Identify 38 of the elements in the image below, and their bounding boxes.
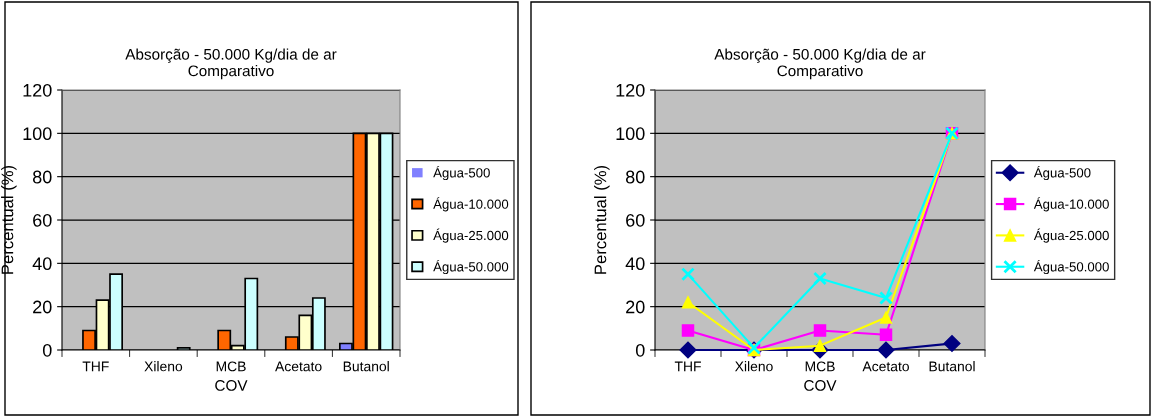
y-tick-label: 80 bbox=[625, 170, 645, 184]
x-tick-label: Xileno bbox=[735, 361, 773, 372]
legend-label: Água-50.000 bbox=[1033, 259, 1109, 275]
y-tick-label: 0 bbox=[42, 343, 52, 357]
x-tick-label: Butanol bbox=[343, 361, 389, 372]
y-tick-label: 60 bbox=[33, 213, 52, 227]
legend-label: Água-500 bbox=[1033, 165, 1091, 181]
legend-label: Água-25.000 bbox=[433, 228, 509, 243]
y-axis-title: Percentual (%) bbox=[1, 165, 17, 274]
y-tick-label: 60 bbox=[626, 213, 645, 227]
y-tick-label: 100 bbox=[616, 127, 645, 141]
chart-title: Absorção - 50.000 Kg/dia de ar Comparativo bbox=[714, 48, 926, 80]
legend-label: Água-10.000 bbox=[433, 197, 509, 212]
y-axis-title: Percentual (%) bbox=[594, 165, 610, 274]
chart-title: Absorção - 50.000 Kg/dia de ar Comparativo bbox=[125, 48, 337, 80]
x-tick-label: Acetato bbox=[275, 361, 322, 372]
x-tick-label: MCB bbox=[805, 361, 835, 372]
y-tick-label: 20 bbox=[626, 300, 645, 314]
x-tick-label: MCB bbox=[216, 361, 246, 372]
y-tick-label: 40 bbox=[625, 257, 645, 271]
y-tick-label: 120 bbox=[616, 83, 645, 97]
legend-label: Água-25.000 bbox=[1033, 228, 1109, 243]
y-tick-label: 100 bbox=[23, 127, 52, 141]
x-tick-label: Acetato bbox=[862, 361, 909, 372]
x-tick-label: Butanol bbox=[929, 361, 975, 372]
y-tick-label: 40 bbox=[32, 257, 52, 271]
y-tick-label: 20 bbox=[33, 300, 52, 314]
legend-label: Água-10.000 bbox=[1033, 197, 1109, 212]
y-tick-label: 80 bbox=[32, 170, 52, 184]
x-tick-label: Xileno bbox=[144, 361, 183, 372]
legend-label: Água-50.000 bbox=[433, 259, 509, 275]
legend-label: Água-500 bbox=[433, 165, 490, 181]
x-tick-label: THF bbox=[82, 361, 109, 372]
y-tick-label: 120 bbox=[23, 83, 52, 97]
x-tick-label: THF bbox=[674, 361, 701, 372]
y-tick-label: 0 bbox=[635, 343, 645, 357]
x-axis-title: COV bbox=[215, 380, 248, 391]
x-axis-title: COV bbox=[804, 380, 837, 391]
